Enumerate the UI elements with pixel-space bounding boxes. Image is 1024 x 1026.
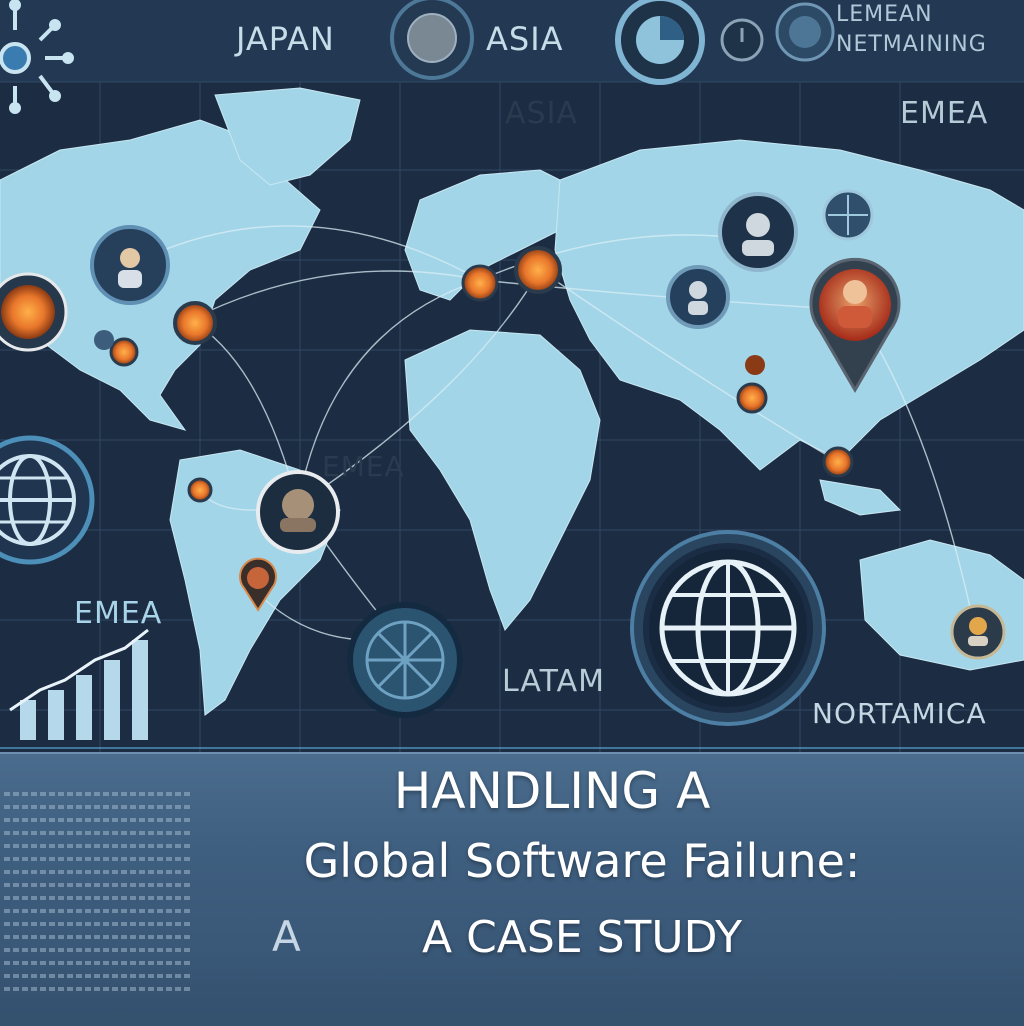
person-marker-icon	[90, 225, 170, 305]
label-emea-left: EMEA	[74, 596, 163, 631]
alert-markers	[0, 246, 854, 503]
network-hub-icon	[0, 0, 74, 114]
person-marker-icon	[256, 470, 340, 554]
globe-icon	[0, 435, 95, 565]
label-top-right-2: NETMAINING	[836, 32, 987, 57]
pie-chart-icon	[615, 0, 705, 85]
title-banner	[0, 752, 1024, 1026]
power-icon	[720, 18, 764, 62]
pin-marker-icon	[239, 557, 277, 612]
label-japan: JAPAN	[236, 20, 335, 58]
decorative-text-lines	[0, 792, 190, 1000]
title-line-3: A CASE STUDY	[422, 912, 742, 963]
person-marker-icon	[950, 604, 1006, 660]
label-nortamica: NORTAMICA	[812, 697, 987, 730]
grid-globe-icon	[822, 189, 874, 241]
title-line-3-prefix: A	[272, 912, 301, 961]
badge-icon	[775, 2, 835, 62]
title-line-2: Global Software Failune:	[303, 834, 861, 888]
person-marker-icon	[718, 192, 798, 272]
label-emea-center: EMEA	[322, 450, 405, 483]
globe-icon-large	[630, 530, 826, 726]
label-top-right-1: LEMEAN	[836, 2, 933, 27]
label-asia-map: ASIA	[505, 96, 578, 131]
label-asia-top: ASIA	[486, 20, 564, 58]
network-globe-icon	[347, 602, 463, 718]
bar-chart-icon	[9, 628, 149, 740]
label-emea-top-right: EMEA	[900, 96, 989, 131]
pin-marker-icon	[809, 257, 901, 393]
person-marker-icon	[666, 265, 730, 329]
title-line-1: HANDLING A	[393, 762, 711, 820]
label-latam: LATAM	[502, 664, 605, 699]
globe-badge-icon	[390, 0, 474, 80]
